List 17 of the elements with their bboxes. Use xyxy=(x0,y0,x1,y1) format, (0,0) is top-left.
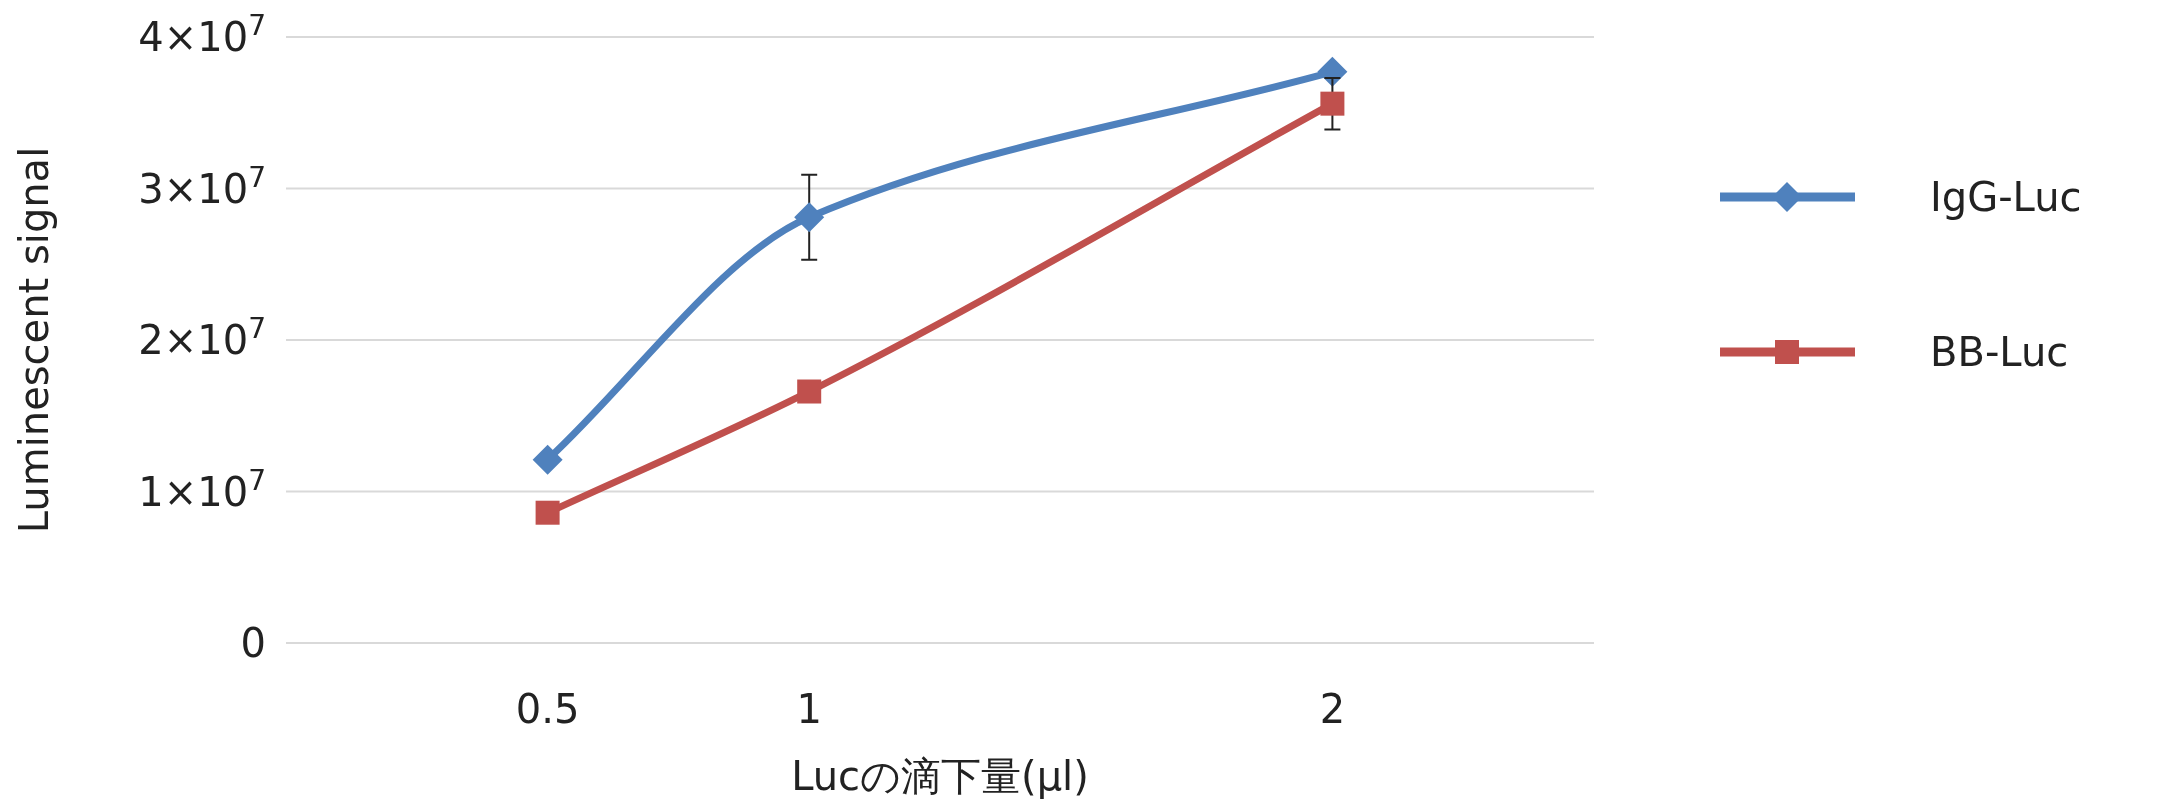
y-tick-label: 3×10$^{7}$ xyxy=(138,160,266,212)
point xyxy=(532,444,563,475)
point xyxy=(1320,91,1345,116)
x-tick-label: 1 xyxy=(796,686,822,732)
y-tick-label: 1×10$^{7}$ xyxy=(138,463,266,515)
legend-label: IgG-Luc xyxy=(1930,174,2082,220)
point xyxy=(535,500,560,525)
y-tick-label: 4×10$^{7}$ xyxy=(138,8,266,60)
y-tick-label: 2×10$^{7}$ xyxy=(138,311,266,363)
x-tick-label: 2 xyxy=(1319,686,1346,732)
point xyxy=(797,379,822,404)
x-tick-label: 0.5 xyxy=(515,686,580,732)
y-axis-title: Luminescent signal xyxy=(11,146,57,534)
legend-label: BB-Luc xyxy=(1930,329,2069,375)
point xyxy=(794,202,825,233)
x-axis-title: Lucの滴下量(μl) xyxy=(791,753,1089,799)
y-tick-label: 0 xyxy=(240,620,266,666)
